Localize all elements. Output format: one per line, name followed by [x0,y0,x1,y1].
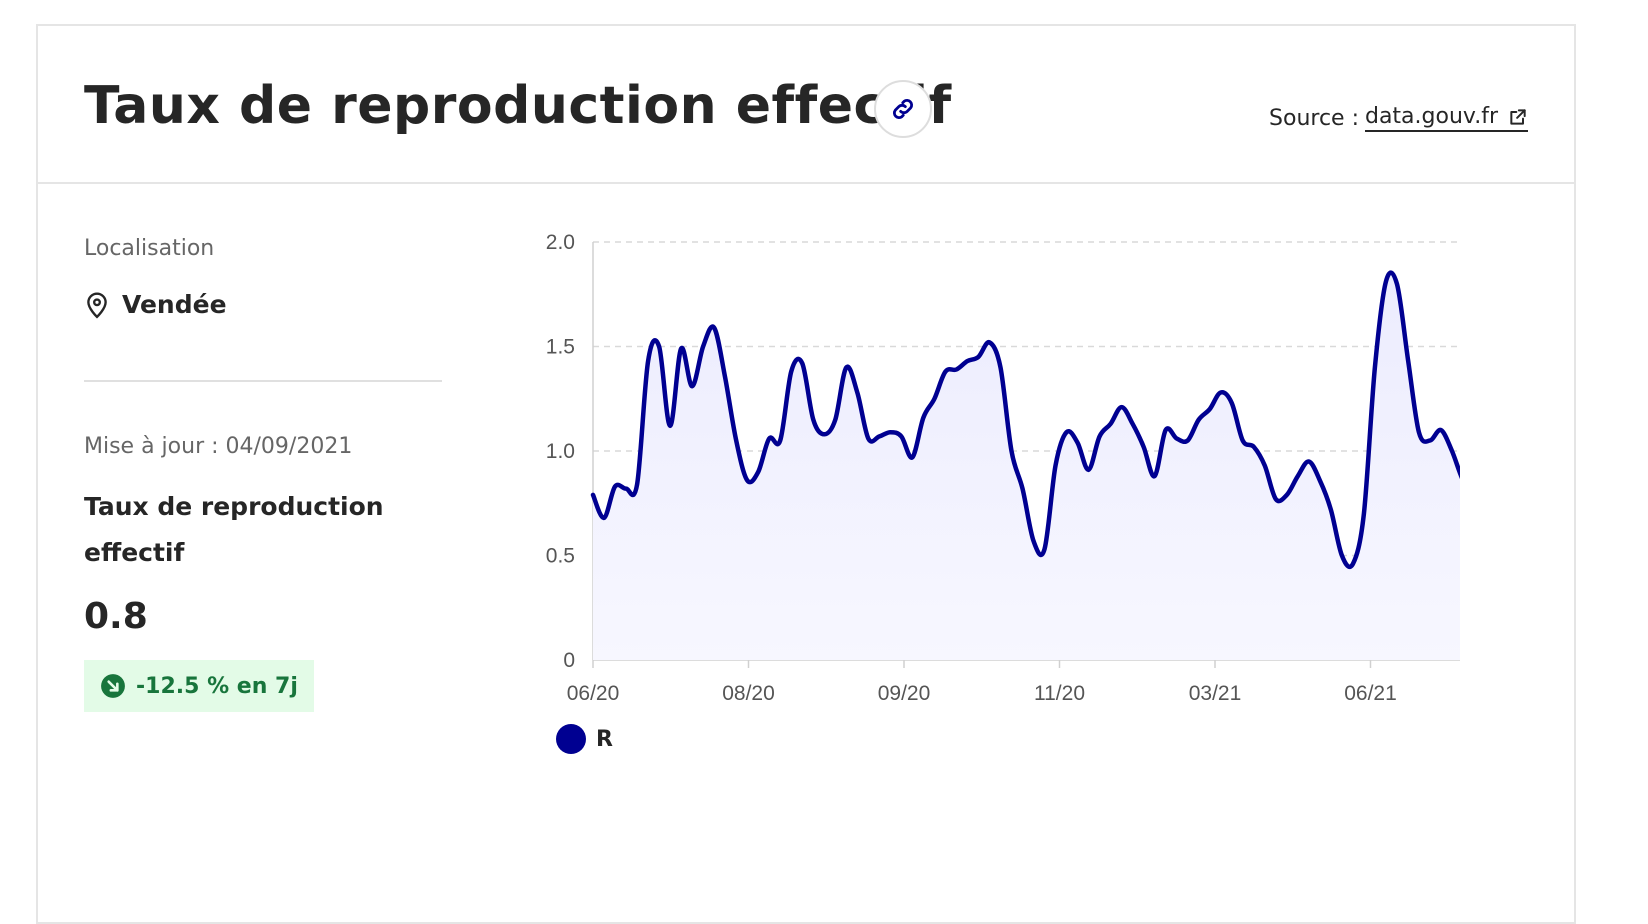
source: Source : data.gouv.fr [1269,104,1528,132]
kpi-value: 0.8 [84,596,148,637]
arrow-down-right-icon [100,673,136,699]
update-date: Mise à jour : 04/09/2021 [84,434,353,459]
series-area [593,272,1474,660]
x-tick-label: 11/20 [1034,682,1085,705]
y-tick-label: 2.0 [546,231,575,254]
x-tick-label: 08/20 [722,682,775,705]
legend-label: R [596,726,613,752]
y-tick-label: 0.5 [546,545,575,568]
external-link-icon [1498,107,1528,127]
location-label: Localisation [84,236,215,261]
copy-link-button[interactable] [874,80,932,138]
kpi-label: Taux de reproduction effectif [84,492,384,567]
x-tick-label: 03/21 [1189,682,1242,705]
trend-text: -12.5 % en 7j [136,673,298,699]
chart-legend[interactable]: R [556,724,613,754]
x-tick-label: 06/21 [1344,682,1397,705]
page-title: Taux de reproduction effectif [84,76,952,136]
source-link-text: data.gouv.fr [1364,104,1498,129]
map-pin-icon [84,291,122,319]
x-tick-label: 06/20 [567,682,620,705]
series-line-r [590,270,1477,570]
y-tick-label: 1.5 [546,336,575,359]
chart-svg: 0 0.5 1.0 1.5 2.0 06/20 08/20 09/20 11/20 03/21 06… [546,231,1477,705]
y-tick-label: 1.0 [546,440,575,463]
link-icon [889,95,917,123]
chart: 0 0.5 1.0 1.5 2.0 06/20 08/20 09/20 11/20 03/21 06… [500,200,1477,720]
y-tick-label: 0 [563,649,575,672]
trend-badge: -12.5 % en 7j [84,660,314,712]
divider [84,380,442,382]
location-selector[interactable]: Vendée [84,290,227,319]
source-prefix: Source : [1269,105,1359,131]
source-link[interactable]: data.gouv.fr [1364,104,1528,132]
legend-swatch [556,724,586,754]
location-value: Vendée [122,290,227,319]
card-header: Taux de reproduction effectif Source : d… [38,26,1574,184]
x-tick-label: 09/20 [878,682,931,705]
